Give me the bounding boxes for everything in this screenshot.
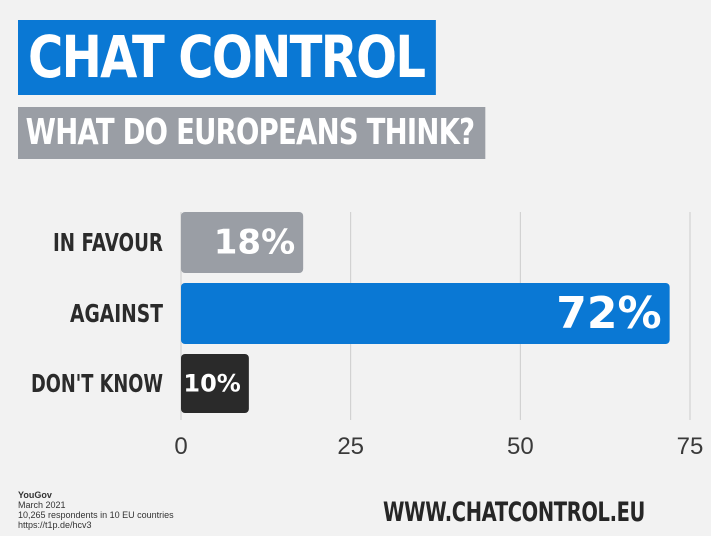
bar-in-favour — [181, 212, 304, 273]
bar-against — [181, 283, 670, 344]
bar-value-label: 10% — [183, 370, 240, 398]
website-url[interactable]: WWW.CHATCONTROL.EU — [383, 497, 645, 528]
category-label: AGAINST — [70, 299, 163, 328]
bar-chart: 18% 72% 10% IN FAVOUR AGAINST DON'T KNOW 0 25… — [31, 212, 703, 460]
bar-value-label: 18% — [214, 223, 295, 263]
source-note: YouGov March 2021 10,265 respondents in … — [18, 490, 174, 530]
x-axis-ticks: 0 25 50 75 — [174, 433, 703, 460]
category-label: IN FAVOUR — [53, 228, 163, 257]
x-tick-label: 0 — [174, 433, 187, 460]
bar-don-t-know — [181, 354, 249, 413]
chart-title: CHAT CONTROL — [18, 20, 436, 95]
source-name: YouGov — [18, 490, 52, 500]
bars: 18% 72% 10% — [181, 212, 670, 413]
chart-subtitle: WHAT DO EUROPEANS THINK? — [18, 107, 485, 159]
x-tick-label: 25 — [337, 433, 364, 460]
source-respondents: 10,265 respondents in 10 EU countries — [18, 510, 174, 520]
category-labels: IN FAVOUR AGAINST DON'T KNOW — [31, 228, 163, 398]
x-tick-label: 50 — [507, 433, 534, 460]
source-link[interactable]: https://t1p.de/hcv3 — [18, 520, 92, 530]
source-date: March 2021 — [18, 500, 66, 510]
bar-value-label: 72% — [556, 288, 661, 339]
x-tick-label: 75 — [677, 433, 704, 460]
category-label: DON'T KNOW — [31, 369, 163, 398]
